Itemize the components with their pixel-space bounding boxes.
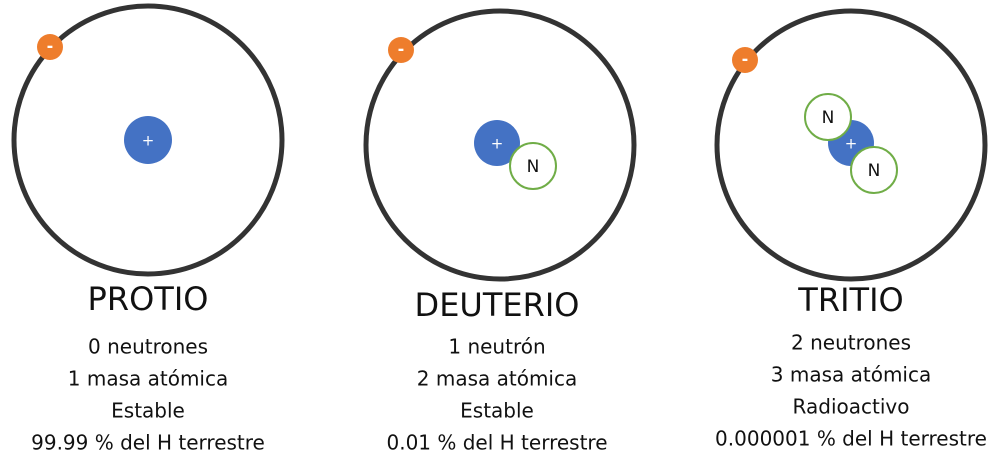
info-line: 99.99 % del H terrestre	[31, 431, 265, 455]
info-line: 0.01 % del H terrestre	[386, 431, 607, 455]
info-line: Estable	[111, 399, 185, 423]
isotope-name: DEUTERIO	[415, 286, 580, 324]
info-line: 0.000001 % del H terrestre	[715, 427, 987, 451]
proton-label: +	[845, 135, 858, 153]
isotope-name: TRITIO	[797, 281, 903, 319]
proton-label: +	[491, 135, 504, 153]
info-line: Radioactivo	[793, 395, 910, 419]
info-line: 1 masa atómica	[68, 367, 228, 391]
electron-label: -	[742, 50, 749, 69]
info-line: 2 neutrones	[791, 331, 911, 355]
electron-label: -	[47, 37, 54, 56]
neutron-label: N	[868, 161, 881, 181]
atom-tritio: + N N -	[717, 11, 985, 279]
electron-label: -	[398, 40, 405, 59]
isotope-name: PROTIO	[88, 280, 209, 318]
neutron-label: N	[527, 157, 540, 177]
info-line: 2 masa atómica	[417, 367, 577, 391]
info-line: Estable	[460, 399, 534, 423]
neutron-label: N	[822, 108, 835, 128]
isotopes-diagram: + - PROTIO 0 neutrones 1 masa atómica Es…	[0, 0, 1001, 459]
proton-label: +	[142, 132, 155, 150]
info-line: 3 masa atómica	[771, 363, 931, 387]
atom-protio: + -	[14, 6, 282, 274]
atom-deuterio: + N -	[366, 11, 634, 279]
info-line: 0 neutrones	[88, 335, 208, 359]
info-line: 1 neutrón	[448, 335, 545, 359]
